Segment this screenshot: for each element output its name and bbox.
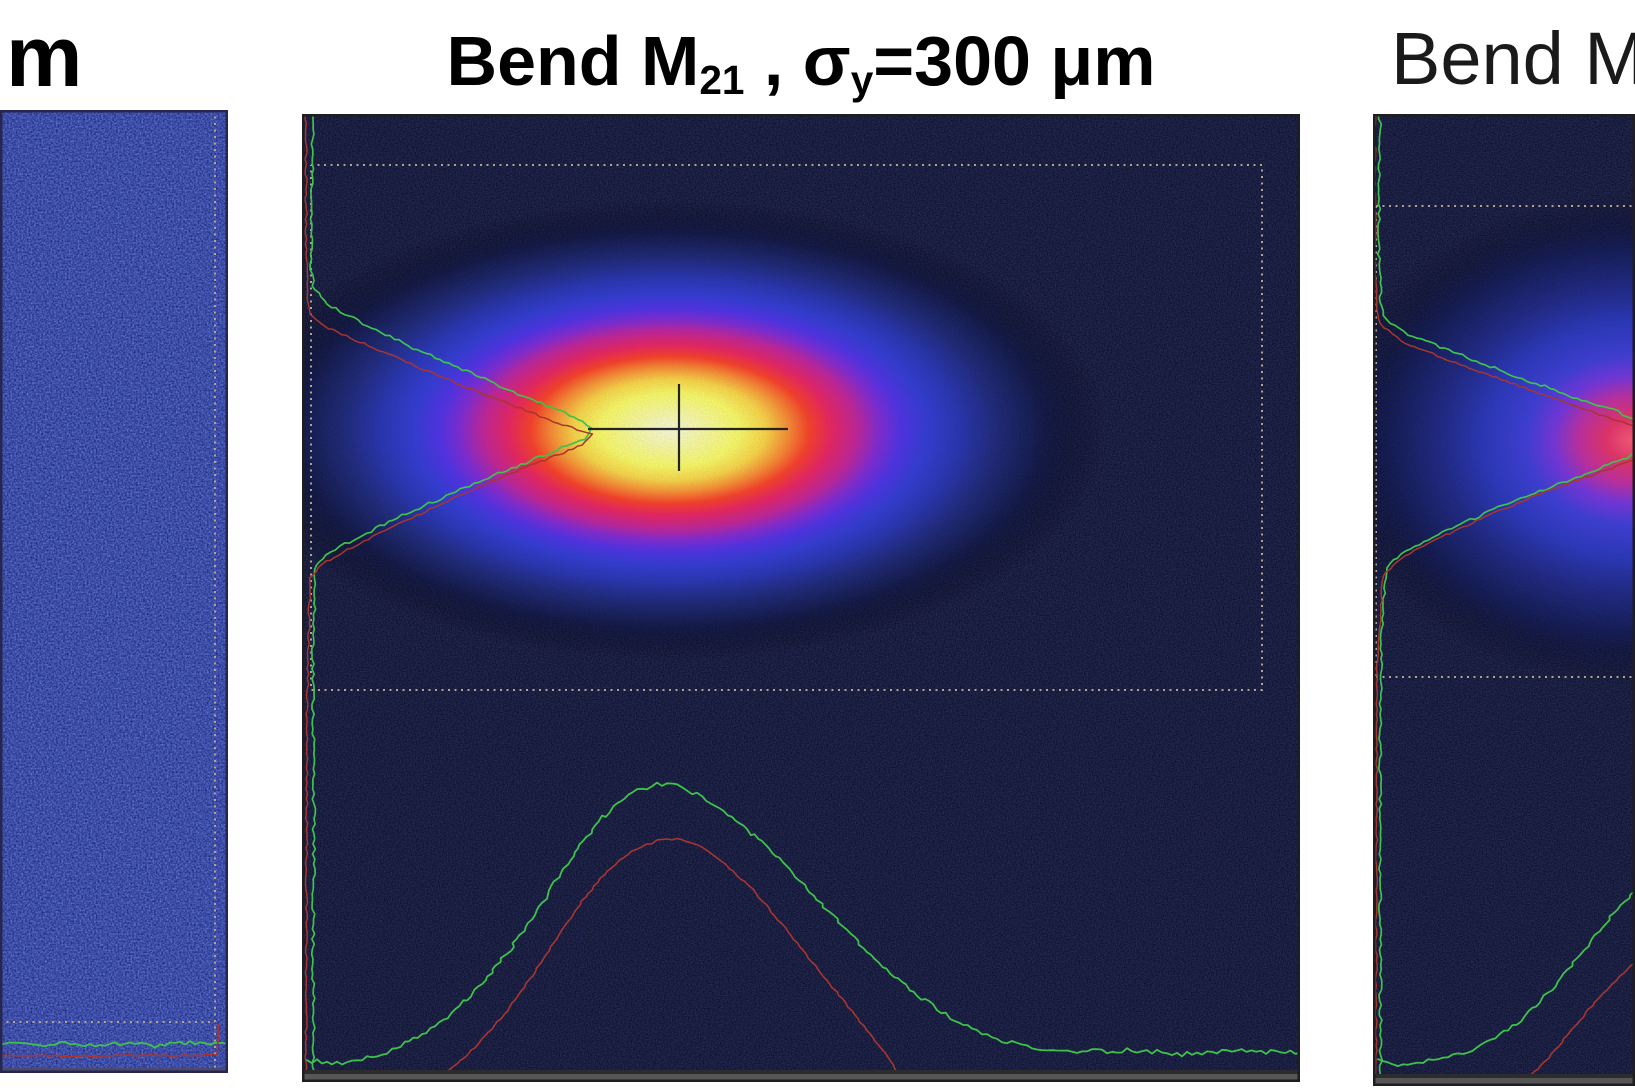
title-text: , σ — [744, 22, 851, 100]
panel-bottom-band — [1373, 1078, 1635, 1086]
title-subscript: y — [850, 56, 874, 103]
profile-curve-green-vertical — [1376, 114, 1635, 1086]
title-text: m — [6, 9, 83, 105]
noise-layer — [0, 110, 228, 1073]
panel-border — [302, 114, 1300, 1082]
grain-layer — [302, 114, 1300, 1082]
profile-curve-green-horizontal — [1377, 890, 1635, 1067]
title-text: Bend M — [1391, 17, 1635, 100]
panel-bottom-band — [302, 1074, 1300, 1082]
profile-curve-green-horizontal — [0, 1040, 228, 1049]
beam-image-panel-right — [1373, 114, 1635, 1086]
profile-curve-red-horizontal — [434, 837, 904, 1082]
panel-bottom-edge — [302, 1070, 1300, 1074]
roi-dotted-line — [310, 164, 1263, 691]
panel-title-left: m — [6, 14, 82, 100]
beam-image-panel-left — [0, 110, 228, 1073]
beam-image-panel-center — [302, 114, 1300, 1082]
panel-border — [0, 110, 228, 1073]
title-subscript: 21 — [699, 56, 745, 103]
panel-title-center: Bend M21 , σy=300 μm — [302, 26, 1300, 101]
profile-curve-red-vertical — [304, 114, 594, 1082]
profile-curve-red-horizontal — [0, 1023, 220, 1058]
title-text: =300 μm — [873, 22, 1156, 100]
profile-curve-green-vertical — [309, 114, 593, 1082]
grain-layer — [1373, 114, 1635, 1086]
profile-curve-red-vertical — [1373, 114, 1635, 1086]
profile-curve-green-horizontal — [306, 781, 1300, 1066]
panel-border — [1373, 114, 1635, 1086]
title-text: Bend M — [446, 22, 700, 100]
panel-bottom-edge — [1373, 1074, 1635, 1078]
profile-curve-red-horizontal — [1519, 962, 1635, 1086]
panel-title-right: Bend M — [1391, 22, 1635, 96]
